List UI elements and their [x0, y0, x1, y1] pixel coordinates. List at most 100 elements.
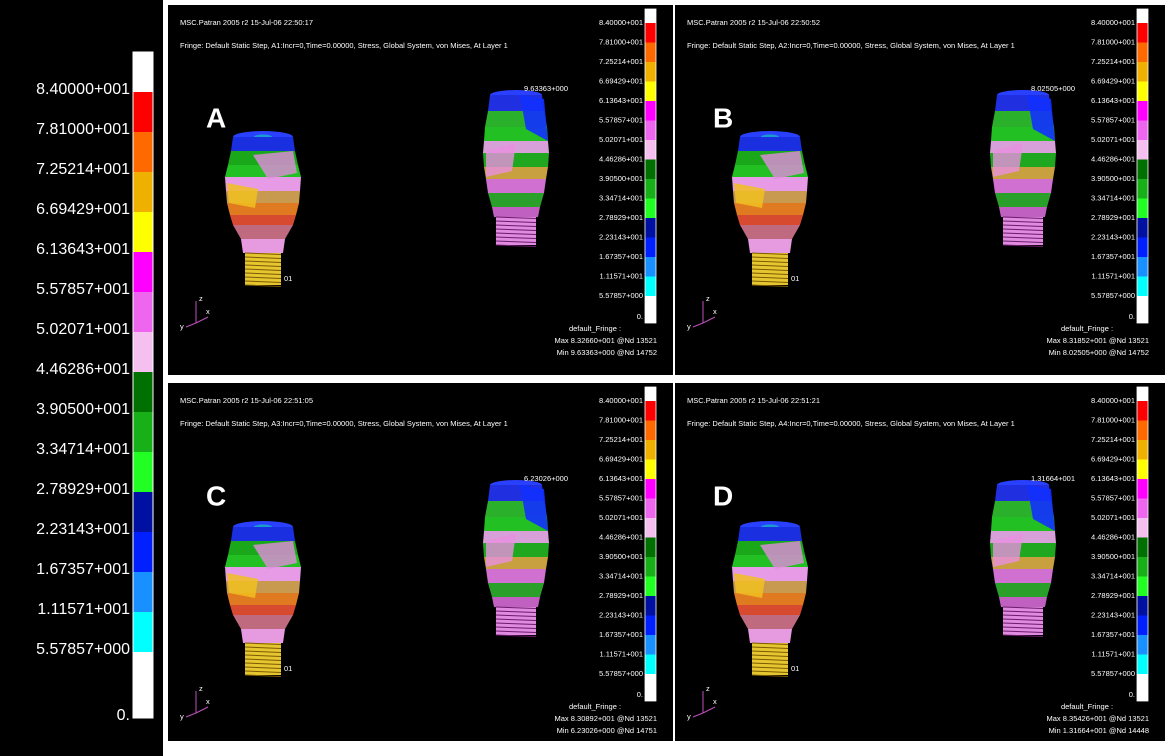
panel-legend-top-box: [645, 387, 656, 401]
legend-label: 4.46286+001: [36, 361, 130, 378]
panel-legend-band: [1137, 421, 1148, 441]
panel-legend-label: 8.40000+001: [599, 396, 643, 405]
panel-legend-band: [1137, 238, 1148, 258]
max-label: Max 8.32660+001 @Nd 13521: [555, 336, 657, 345]
model-body: [748, 629, 792, 643]
figure: 8.40000+0017.81000+0017.25214+0016.69429…: [0, 0, 1169, 756]
legend-band: [133, 452, 153, 492]
panel-legend-label: 0.: [1129, 690, 1135, 699]
panel-legend-band: [645, 140, 656, 160]
panel-legend-label: 6.69429+001: [1091, 454, 1135, 463]
model-body: [993, 569, 1053, 583]
panel-legend-label: 1.11571+001: [600, 649, 643, 658]
max-label: Max 8.35426+001 @Nd 13521: [1047, 714, 1149, 723]
node-marker: 01: [791, 664, 799, 673]
panel-legend-band: [645, 674, 656, 701]
model-body: [748, 239, 792, 253]
panel-legend-label: 5.02071+001: [1091, 513, 1135, 522]
model-body: [740, 225, 800, 239]
legend-label: 0.: [117, 707, 130, 724]
panel-legend-band: [645, 421, 656, 441]
panel-legend-band: [645, 23, 656, 43]
panel-legend-band: [645, 43, 656, 63]
panel-legend-band: [645, 401, 656, 421]
panel-legend-label: 1.67357+001: [1091, 252, 1135, 261]
panel-legend-band: [1137, 538, 1148, 558]
panel-legend-label: 0.: [637, 690, 643, 699]
model-body: [999, 597, 1047, 607]
legend-band: [133, 292, 153, 332]
panel-legend-label: 3.90500+001: [599, 552, 643, 561]
legend-band: [133, 572, 153, 612]
panel-legend-band: [645, 440, 656, 460]
panel: MSC.Patran 2005 r2 15-Jul-06 22:51:21Fri…: [675, 383, 1165, 741]
model-body: [999, 207, 1047, 217]
panel-header: MSC.Patran 2005 r2 15-Jul-06 22:50:52: [687, 18, 820, 27]
panel-legend-label: 2.78929+001: [1091, 213, 1135, 222]
panel-legend-band: [645, 257, 656, 277]
legend-label: 6.13643+001: [36, 241, 130, 258]
panel-legend-label: 4.46286+001: [599, 154, 643, 163]
node-marker: 01: [791, 274, 799, 283]
panel-letter: B: [713, 102, 733, 133]
legend-band: [133, 212, 153, 252]
panel-fringe: Fringe: Default Static Step, A1:Incr=0,T…: [180, 41, 508, 50]
panel-legend-band: [645, 557, 656, 577]
model-body: [230, 215, 296, 225]
panel-legend-top-box: [1137, 387, 1148, 401]
panel-fringe: Fringe: Default Static Step, A4:Incr=0,T…: [687, 419, 1015, 428]
panel-legend-band: [645, 160, 656, 180]
legend-label: 7.25214+001: [36, 161, 130, 178]
panel-fringe: Fringe: Default Static Step, A3:Incr=0,T…: [180, 419, 508, 428]
triad-label: y: [687, 322, 691, 331]
panel-legend-band: [645, 101, 656, 121]
panel: MSC.Patran 2005 r2 15-Jul-06 22:50:17 Fri…: [168, 5, 673, 375]
panel-legend-label: 8.40000+001: [599, 18, 643, 27]
panel-legend-band: [645, 596, 656, 616]
panel-legend-label: 0.: [1129, 312, 1135, 321]
triad-label: x: [713, 697, 717, 706]
panel-legend-label: 6.13643+001: [599, 474, 643, 483]
legend-label: 2.78929+001: [36, 481, 130, 498]
panel-legend-band: [645, 479, 656, 499]
panel-legend-label: 5.57857+001: [599, 115, 643, 124]
legend-label: 8.40000+001: [36, 81, 130, 98]
model-body: [995, 193, 1051, 207]
panel-legend-band: [645, 82, 656, 102]
panel-legend-band: [1137, 140, 1148, 160]
panel-legend-label: 6.13643+001: [599, 96, 643, 105]
panel-legend-label: 5.57857+001: [1091, 115, 1135, 124]
panel-legend-label: 6.69429+001: [1091, 76, 1135, 85]
panel-legend-band: [645, 538, 656, 558]
panel-legend-band: [1137, 277, 1148, 297]
model-body: [995, 583, 1051, 597]
panel-header: MSC.Patran 2005 r2 15-Jul-06 22:50:17: [180, 18, 313, 27]
panel-legend-band: [1137, 218, 1148, 238]
panel-legend-band: [1137, 635, 1148, 655]
panel-legend-band: [1137, 655, 1148, 675]
legend-band: [133, 492, 153, 532]
fringe-title: default_Fringe :: [1061, 702, 1113, 711]
panel-legend-band: [645, 179, 656, 199]
panel-legend-label: 3.90500+001: [1091, 552, 1135, 561]
model-body: [738, 527, 802, 541]
panel-legend-band: [1137, 557, 1148, 577]
panel-legend-band: [645, 616, 656, 636]
min-label: Min 9.63363+000 @Nd 14752: [557, 348, 657, 357]
legend-band: [133, 652, 153, 718]
legend-label: 1.11571+001: [37, 601, 130, 618]
panel-legend-band: [1137, 62, 1148, 82]
panel-legend-label: 5.02071+001: [1091, 135, 1135, 144]
min-label: Min 6.23026+000 @Nd 14751: [557, 726, 657, 735]
panel-legend-label: 1.67357+001: [1091, 630, 1135, 639]
panel-legend-label: 1.11571+001: [1092, 271, 1135, 280]
model-body: [740, 615, 800, 629]
legend-band: [133, 332, 153, 372]
node-marker: 01: [284, 664, 292, 673]
min-marker: 9.63363+000: [524, 84, 568, 93]
triad-label: z: [199, 684, 203, 693]
model-body: [241, 629, 285, 643]
legend-band: [133, 612, 153, 652]
model-body: [227, 203, 299, 215]
panel-legend-label: 2.23143+001: [599, 610, 643, 619]
